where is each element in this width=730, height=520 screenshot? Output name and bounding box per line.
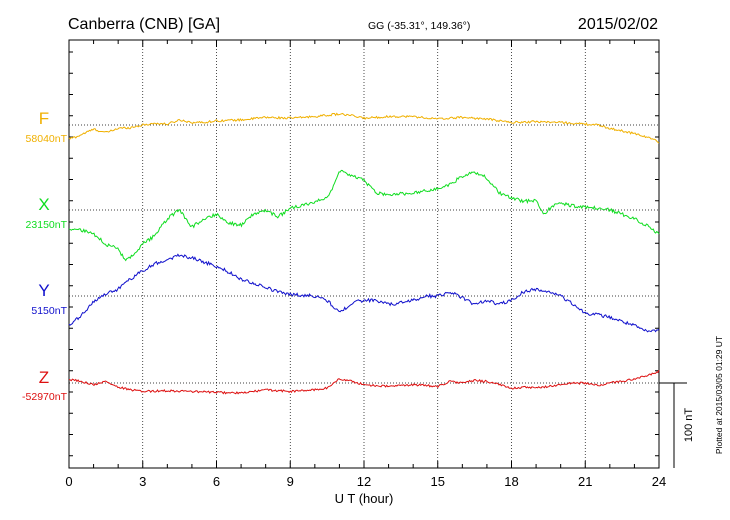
series-name-Z: Z (39, 368, 49, 387)
series-name-Y: Y (38, 281, 49, 300)
series-line-X (68, 169, 660, 262)
baseline-label-F: 58040nT (26, 133, 68, 145)
baseline-label-Y: 5150nT (31, 305, 67, 317)
x-tick-label: 6 (213, 474, 220, 489)
x-tick-label: 3 (139, 474, 146, 489)
baseline-label-X: 23150nT (26, 219, 68, 231)
series-group (68, 112, 660, 395)
geographic-coords: GG (-35.31°, 149.36°) (368, 20, 470, 32)
axis-ticks (68, 40, 660, 468)
x-tick-label: 21 (578, 474, 592, 489)
x-tick-labels: 0 3 6 9 12 15 18 21 24 (65, 474, 666, 489)
x-tick-label: 12 (357, 474, 371, 489)
x-axis-label: U T (hour) (335, 491, 394, 506)
x-tick-label: 15 (431, 474, 445, 489)
series-line-Z (68, 369, 660, 395)
x-tick-label: 9 (287, 474, 294, 489)
observation-date: 2015/02/02 (578, 16, 658, 33)
x-tick-label: 24 (652, 474, 666, 489)
grid (69, 40, 659, 468)
x-tick-label: 18 (504, 474, 518, 489)
baseline-label-Z: -52970nT (22, 391, 68, 403)
series-name-X: X (38, 195, 49, 214)
series-line-F (68, 112, 660, 144)
series-line-Y (68, 253, 660, 333)
station-title: Canberra (CNB) [GA] (68, 16, 220, 33)
series-labels: F 58040nT X 23150nT Y 5150nT Z -52970nT (22, 109, 68, 403)
series-name-F: F (39, 109, 49, 128)
plotted-note: Plotted at 2015/03/05 01:29 UT (714, 336, 724, 454)
scale-bar-label: 100 nT (683, 408, 695, 443)
x-tick-label: 0 (65, 474, 72, 489)
